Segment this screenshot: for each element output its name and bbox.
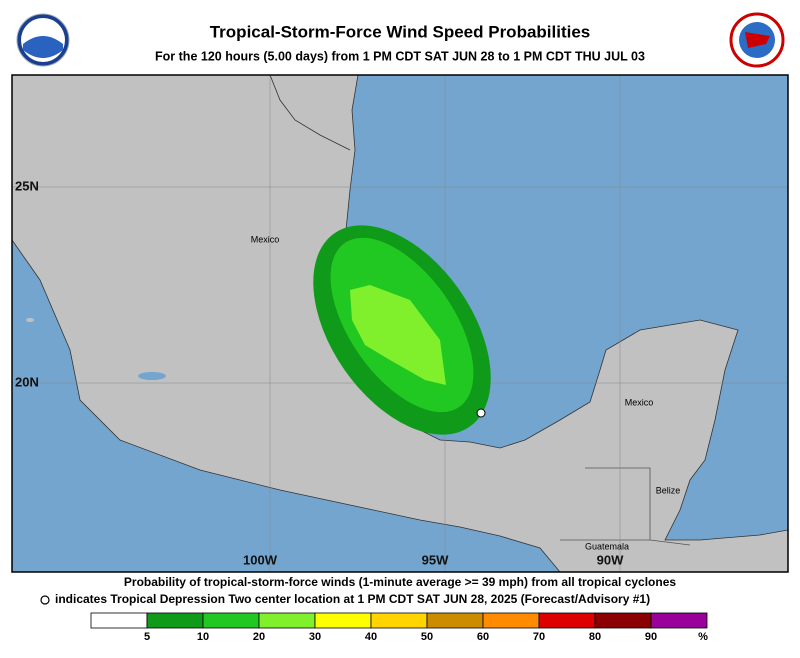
legend-swatch — [538, 612, 596, 629]
center-location — [476, 408, 486, 418]
legend-swatch — [258, 612, 316, 629]
legend-tick: 40 — [365, 631, 377, 643]
legend-tick: 60 — [477, 631, 489, 643]
legend-tick: 30 — [309, 631, 321, 643]
legend-tick: 10 — [197, 631, 209, 643]
lon-label: 100W — [243, 552, 278, 567]
legend: 5 10 20 30 40 50 60 70 80 90% — [90, 612, 708, 643]
center-symbol — [40, 595, 50, 605]
lon-label: 90W — [597, 552, 624, 567]
lat-label: 25N — [15, 178, 39, 193]
legend-tick: 50 — [421, 631, 433, 643]
footer-line: Probability of tropical-storm-force wind… — [124, 575, 676, 589]
legend-tick: 90 — [645, 631, 657, 643]
probability-contours — [313, 225, 491, 435]
legend-swatch — [482, 612, 540, 629]
legend-swatch — [426, 612, 484, 629]
place-label: Guatemala — [585, 541, 629, 551]
legend-swatch — [370, 612, 428, 629]
place-label: Belize — [656, 485, 681, 495]
map: 25N 20N 100W 95W 90W Mexico Mexico Belize Gu… — [11, 74, 789, 573]
legend-unit: % — [698, 631, 708, 643]
legend-tick: 70 — [533, 631, 545, 643]
place-label: Mexico — [625, 397, 654, 407]
nws-logo — [729, 12, 785, 68]
footer-line: indicates Tropical Depression Two center… — [55, 592, 650, 606]
legend-swatch — [594, 612, 652, 629]
lat-label: 20N — [15, 374, 39, 389]
subtitle: For the 120 hours (5.00 days) from 1 PM … — [155, 49, 645, 63]
border-us — [269, 75, 351, 151]
lake — [138, 372, 166, 380]
border-guatemala — [560, 467, 691, 546]
title: Tropical-Storm-Force Wind Speed Probabil… — [210, 22, 591, 41]
legend-swatch — [90, 612, 148, 629]
legend-swatch — [650, 612, 708, 629]
legend-swatch — [314, 612, 372, 629]
lon-label: 95W — [422, 552, 449, 567]
legend-swatch — [202, 612, 260, 629]
place-label: Mexico — [251, 234, 280, 244]
island — [26, 318, 34, 322]
legend-swatch — [146, 612, 204, 629]
legend-tick: 20 — [253, 631, 265, 643]
legend-tick: 80 — [589, 631, 601, 643]
noaa-logo — [16, 13, 70, 67]
map-frame — [11, 74, 789, 573]
legend-tick: 5 — [144, 631, 150, 643]
contour-20 — [350, 285, 446, 385]
